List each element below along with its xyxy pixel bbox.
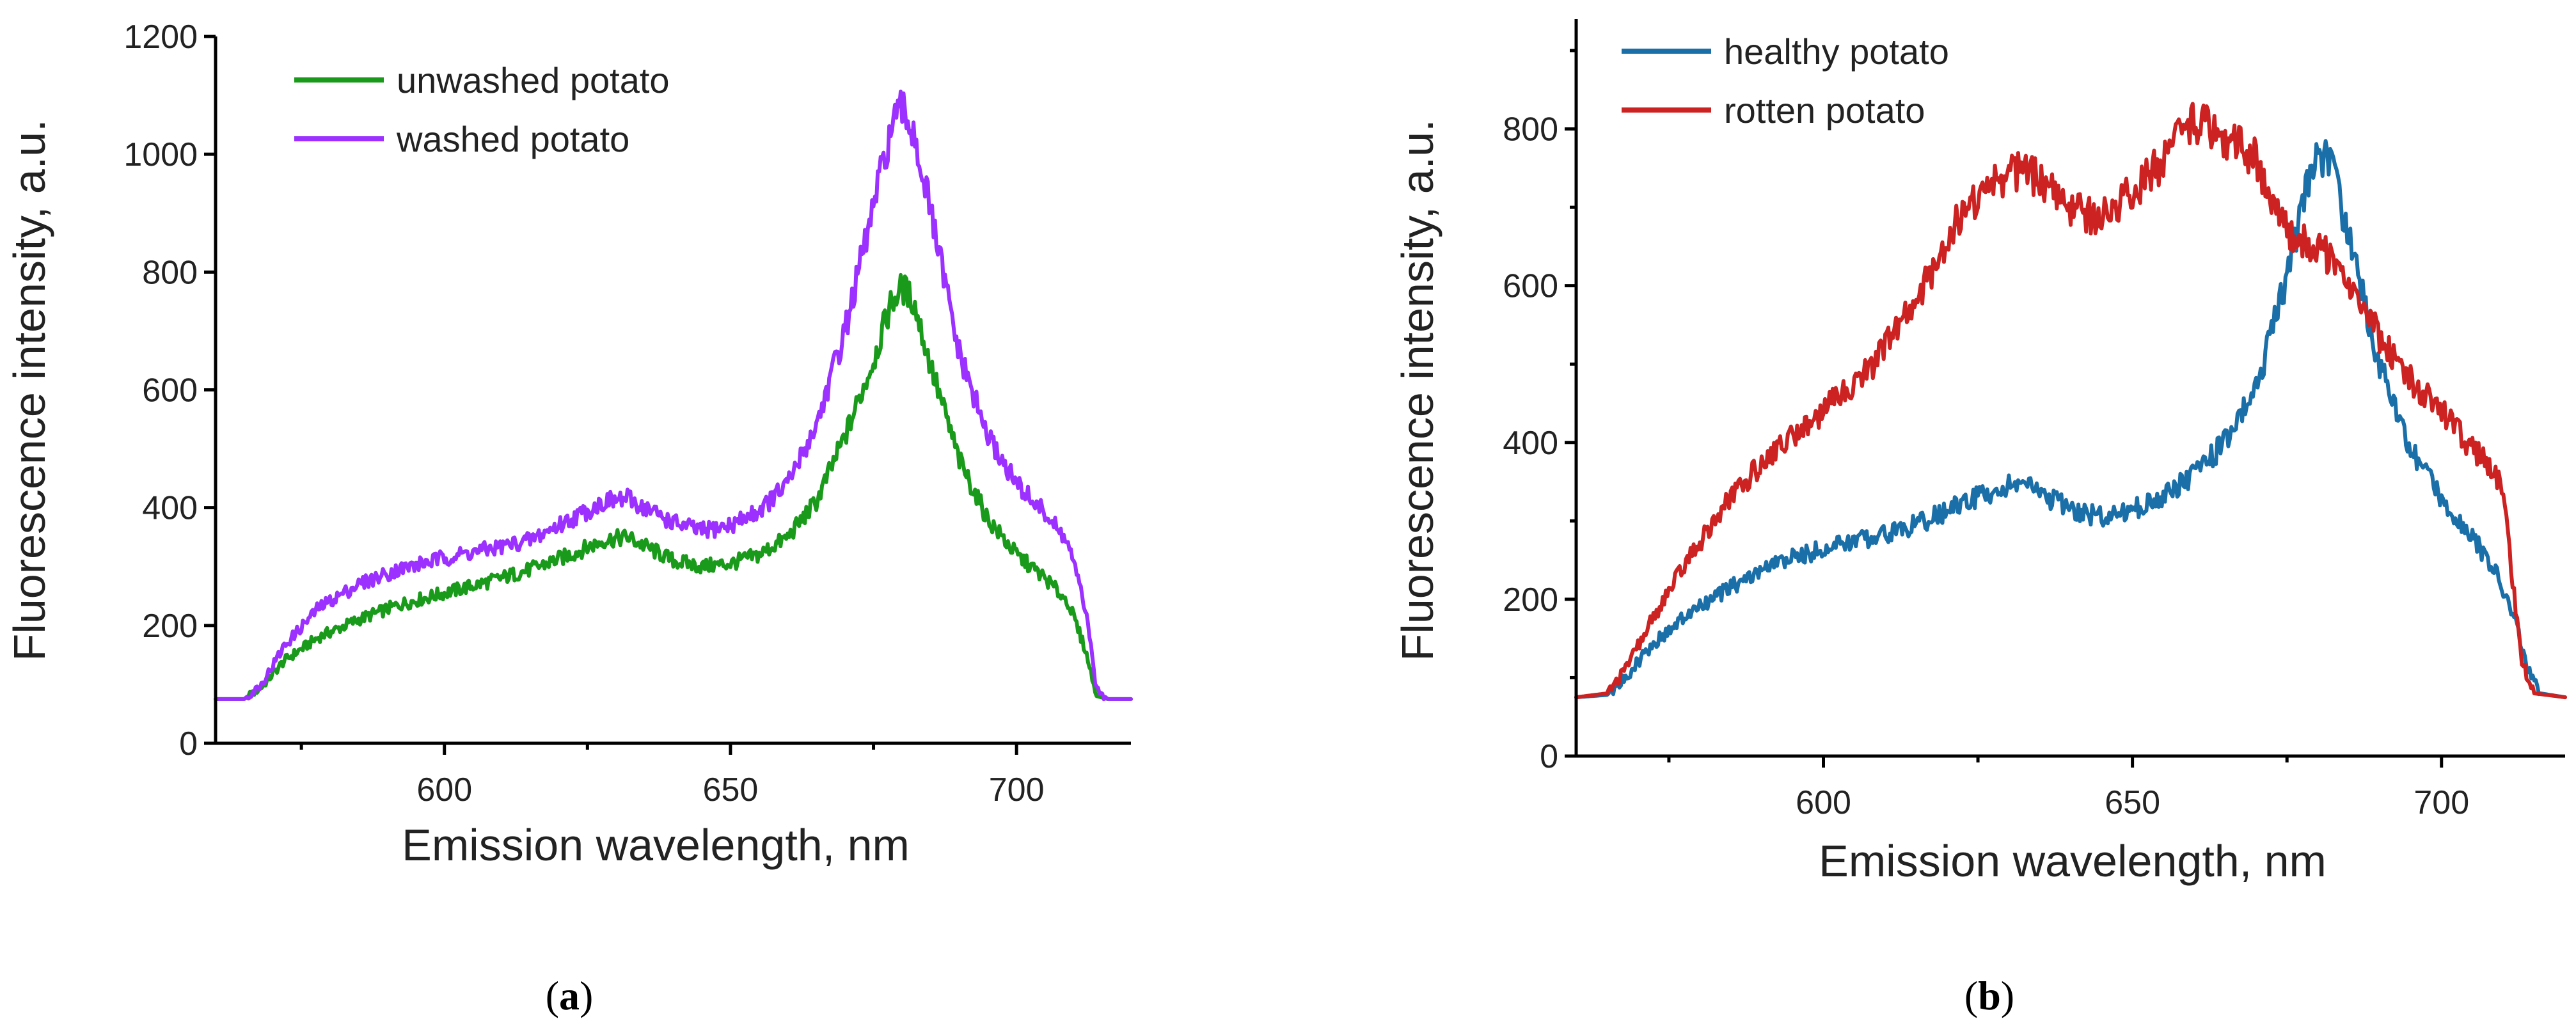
chart-a-series-line [214, 272, 1133, 701]
chart-a-panel-label: (a) [546, 973, 594, 1018]
chart-b-y-tick-label: 400 [1503, 425, 1558, 462]
chart-b-series-line [1574, 139, 2567, 700]
chart-b-y-tick-label: 0 [1540, 738, 1558, 775]
chart-b-series-group [1574, 102, 2567, 700]
chart-b-legend-label: rotten potato [1724, 90, 1925, 130]
chart-a-x-tick-label: 650 [703, 771, 759, 809]
chart-a-x-tick-label: 700 [989, 771, 1045, 809]
chart-b-y-ticks: 0 200 400 600 800 [1503, 49, 1576, 775]
chart-a-x-ticks: 600 650 700 [299, 743, 1045, 809]
chart-a-legend-label: unwashed potato [397, 60, 670, 100]
chart-b-x-tick-label: 650 [2105, 784, 2160, 821]
chart-b-legend-label: healthy potato [1724, 31, 1949, 72]
chart-a-legend-label: washed potato [396, 119, 629, 159]
chart-b: 0 200 400 600 800 600 650 700 Emission wavelen… [1393, 19, 2567, 1018]
chart-b-y-title: Fluorescence intensity, a.u. [1393, 120, 1442, 661]
chart-a-series-group [214, 90, 1133, 702]
chart-b-legend: healthy potato rotten potato [1622, 31, 1949, 130]
chart-a-y-tick-label: 600 [142, 372, 198, 409]
chart-b-x-ticks: 600 650 700 [1667, 756, 2469, 821]
chart-b-x-tick-label: 600 [1796, 784, 1851, 821]
chart-b-panel-letter: b [1978, 973, 2001, 1018]
chart-b-y-tick-label: 800 [1503, 111, 1558, 148]
chart-a-y-tick-label: 1000 [123, 136, 198, 173]
chart-b-y-tick-label: 200 [1503, 581, 1558, 619]
chart-a-panel-letter: a [559, 973, 580, 1018]
chart-b-x-tick-label: 700 [2414, 784, 2469, 821]
chart-a-y-tick-label: 0 [179, 725, 198, 762]
chart-a-y-ticks: 0 200 400 600 800 1000 1200 [123, 19, 216, 762]
chart-a-x-tick-label: 600 [416, 771, 472, 809]
chart-a-y-tick-label: 1200 [123, 19, 198, 56]
chart-a: 0 200 400 600 800 1000 1200 600 650 700 Emission… [4, 19, 1133, 1018]
chart-b-x-title: Emission wavelength, nm [1819, 836, 2327, 886]
chart-a-x-title: Emission wavelength, nm [402, 820, 910, 870]
chart-b-y-tick-label: 600 [1503, 268, 1558, 305]
chart-a-y-tick-label: 200 [142, 608, 198, 645]
chart-b-panel-label: (b) [1964, 973, 2014, 1018]
chart-a-legend: unwashed potato washed potato [294, 60, 670, 159]
chart-a-y-tick-label: 800 [142, 254, 198, 291]
chart-a-y-tick-label: 400 [142, 490, 198, 527]
chart-b-series-line [1574, 102, 2567, 700]
chart-a-series-line [214, 90, 1133, 702]
chart-a-y-title: Fluorescence intensity, a.u. [4, 120, 54, 661]
